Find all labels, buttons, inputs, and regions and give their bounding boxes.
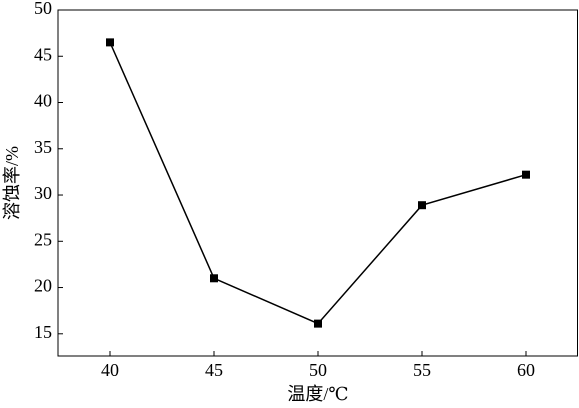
y-tick-label: 35 bbox=[34, 137, 52, 157]
y-tick-label: 50 bbox=[34, 0, 52, 18]
y-tick-label: 45 bbox=[34, 44, 52, 64]
x-tick-label: 60 bbox=[517, 360, 535, 380]
marker bbox=[106, 38, 114, 47]
marker bbox=[210, 274, 218, 283]
y-tick-label: 30 bbox=[34, 183, 52, 203]
x-axis-label: 温度/℃ bbox=[287, 384, 348, 404]
y-tick-label: 20 bbox=[34, 276, 52, 296]
x-tick-label: 50 bbox=[309, 360, 327, 380]
series-line bbox=[109, 42, 527, 325]
y-tick-label: 15 bbox=[34, 322, 52, 342]
marker bbox=[314, 319, 322, 328]
y-axis-label: 溶蚀率/% bbox=[2, 146, 22, 220]
y-tick-label: 40 bbox=[34, 91, 52, 111]
marker bbox=[418, 201, 426, 210]
x-tick-label: 40 bbox=[101, 360, 119, 380]
x-tick-label: 45 bbox=[205, 360, 223, 380]
marker bbox=[522, 170, 530, 179]
x-tick-label: 55 bbox=[413, 360, 431, 380]
y-tick-label: 25 bbox=[34, 229, 52, 249]
